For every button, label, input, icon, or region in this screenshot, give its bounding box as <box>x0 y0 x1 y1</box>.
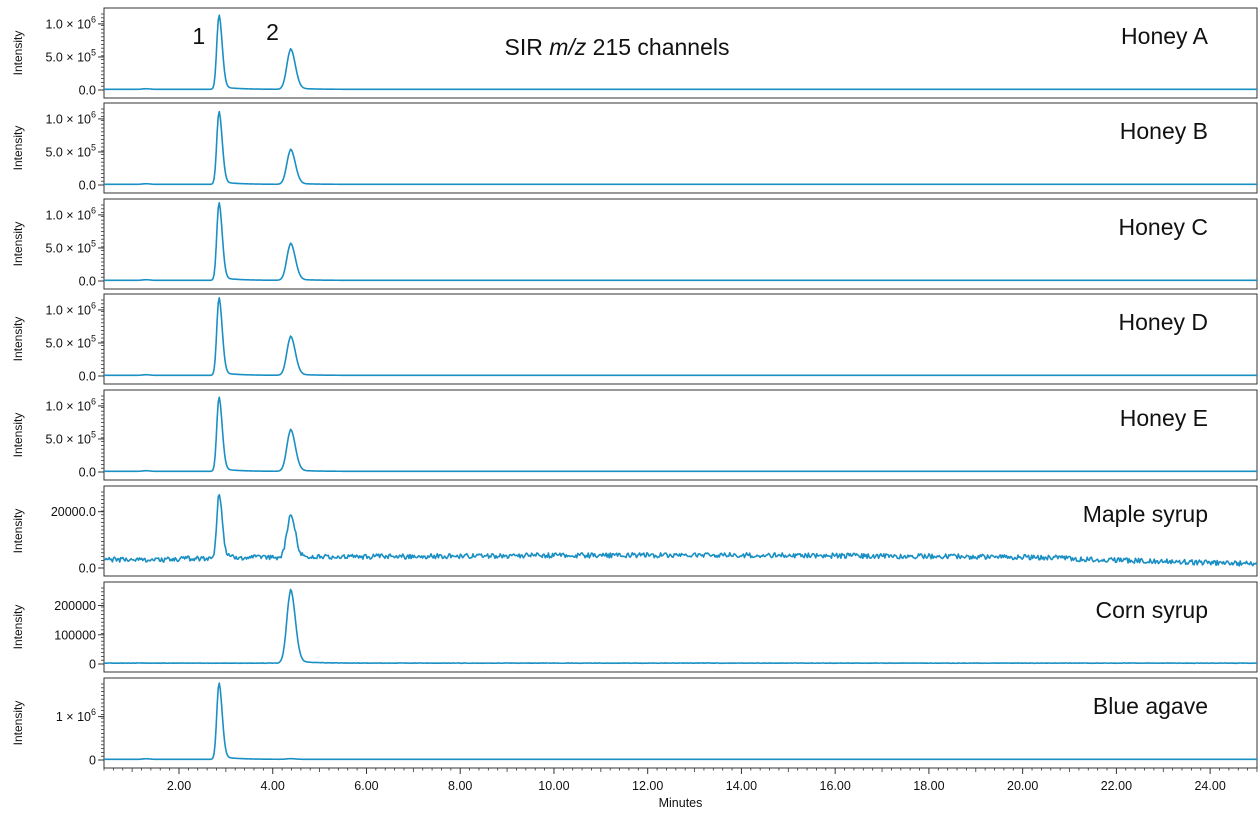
trace-line <box>104 14 1257 91</box>
trace-line <box>104 297 1257 377</box>
y-axis-label: Intensity <box>11 126 25 171</box>
y-axis-label: Intensity <box>11 605 25 650</box>
y-tick-label: 1.0 × 106 <box>45 396 96 413</box>
sample-name: Honey D <box>1119 309 1208 335</box>
trace-line <box>104 202 1257 282</box>
sample-name: Honey A <box>1121 23 1209 49</box>
peak-label-1: 1 <box>192 23 205 49</box>
y-tick-label: 1.0 × 106 <box>45 14 96 31</box>
y-tick-label: 0.0 <box>79 179 96 193</box>
chart-title: SIR m/z 215 channels <box>504 34 729 60</box>
trace-line <box>103 588 1258 665</box>
y-tick-label: 200000 <box>54 599 96 613</box>
panel-5: Intensity 0.0 5.0 × 105 1.0 × 106 Honey E <box>11 389 1258 481</box>
panel-6: Intensity 0.0 20000.0 Maple syrup <box>11 485 1258 577</box>
y-tick-label: 5.0 × 105 <box>45 142 96 159</box>
x-tick-label: 8.00 <box>448 779 472 793</box>
y-tick-label: 0.0 <box>79 84 96 98</box>
x-tick-label: 4.00 <box>261 779 285 793</box>
peak-label-2: 2 <box>266 19 279 45</box>
panel-frame <box>103 485 1258 577</box>
y-axis-label: Intensity <box>11 31 25 76</box>
x-tick-label: 6.00 <box>354 779 378 793</box>
panel-4: Intensity 0.0 5.0 × 105 1.0 × 106 Honey D <box>11 293 1258 385</box>
y-axis-label: Intensity <box>11 222 25 267</box>
sample-name: Honey B <box>1120 118 1208 144</box>
panel-frame <box>103 293 1258 385</box>
panel-3: Intensity 0.0 5.0 × 105 1.0 × 106 Honey C <box>11 198 1258 290</box>
y-axis-label: Intensity <box>11 701 25 746</box>
y-tick-label: 0.0 <box>79 466 96 480</box>
y-tick-label: 5.0 × 105 <box>45 429 96 446</box>
x-axis: 2.00 4.00 6.00 8.00 10.00 12.00 14.00 16.00 18.0… <box>103 768 1258 810</box>
y-tick-label: 1.0 × 106 <box>45 109 96 126</box>
trace-line <box>104 682 1257 761</box>
panel-frame <box>103 677 1258 769</box>
panel-frame <box>103 198 1258 290</box>
y-tick-label: 100000 <box>54 628 96 642</box>
panel-2: Intensity 0.0 5.0 × 105 1.0 × 106 Honey B <box>11 102 1258 194</box>
y-tick-label: 5.0 × 105 <box>45 238 96 255</box>
panel-frame <box>103 102 1258 194</box>
y-tick-label: 1.0 × 106 <box>45 205 96 222</box>
y-tick-label: 0.0 <box>79 370 96 384</box>
y-tick-label: 0 <box>89 754 96 768</box>
x-tick-label: 20.00 <box>1007 779 1038 793</box>
x-tick-label: 24.00 <box>1194 779 1225 793</box>
y-axis-label: Intensity <box>11 317 25 362</box>
sample-name: Honey C <box>1119 214 1208 240</box>
sample-name: Maple syrup <box>1083 501 1208 527</box>
x-tick-label: 18.00 <box>913 779 944 793</box>
x-tick-label: 16.00 <box>820 779 851 793</box>
sample-name: Blue agave <box>1093 693 1208 719</box>
x-tick-label: 22.00 <box>1101 779 1132 793</box>
y-tick-label: 0.0 <box>79 275 96 289</box>
x-tick-label: 14.00 <box>726 779 757 793</box>
y-tick-label: 5.0 × 105 <box>45 47 96 64</box>
panel-8: Intensity 0 1 × 106 Blue agave <box>11 677 1258 769</box>
y-tick-label: 1 × 106 <box>56 707 96 724</box>
panel-7: Intensity 0 100000 200000 Corn syrup <box>11 581 1258 673</box>
trace-line <box>104 110 1257 186</box>
x-tick-label: 10.00 <box>538 779 569 793</box>
y-tick-label: 20000.0 <box>51 505 96 519</box>
y-tick-label: 0 <box>89 658 96 672</box>
x-tick-label: 2.00 <box>167 779 191 793</box>
x-axis-label: Minutes <box>659 796 703 810</box>
y-tick-label: 5.0 × 105 <box>45 333 96 350</box>
sample-name: Honey E <box>1120 405 1208 431</box>
panel-1: Intensity 0.0 5.0 × 105 1.0 × 106 Honey A <box>11 7 1258 99</box>
sample-name: Corn syrup <box>1096 597 1208 623</box>
panel-frame <box>103 389 1258 481</box>
panel-frame <box>103 7 1258 99</box>
x-tick-label: 12.00 <box>632 779 663 793</box>
y-axis-label: Intensity <box>11 509 25 554</box>
y-tick-label: 1.0 × 106 <box>45 300 96 317</box>
trace-line <box>103 493 1258 567</box>
y-axis-label: Intensity <box>11 413 25 458</box>
y-tick-label: 0.0 <box>79 562 96 576</box>
trace-line <box>104 396 1257 473</box>
panel-frame <box>103 581 1258 673</box>
